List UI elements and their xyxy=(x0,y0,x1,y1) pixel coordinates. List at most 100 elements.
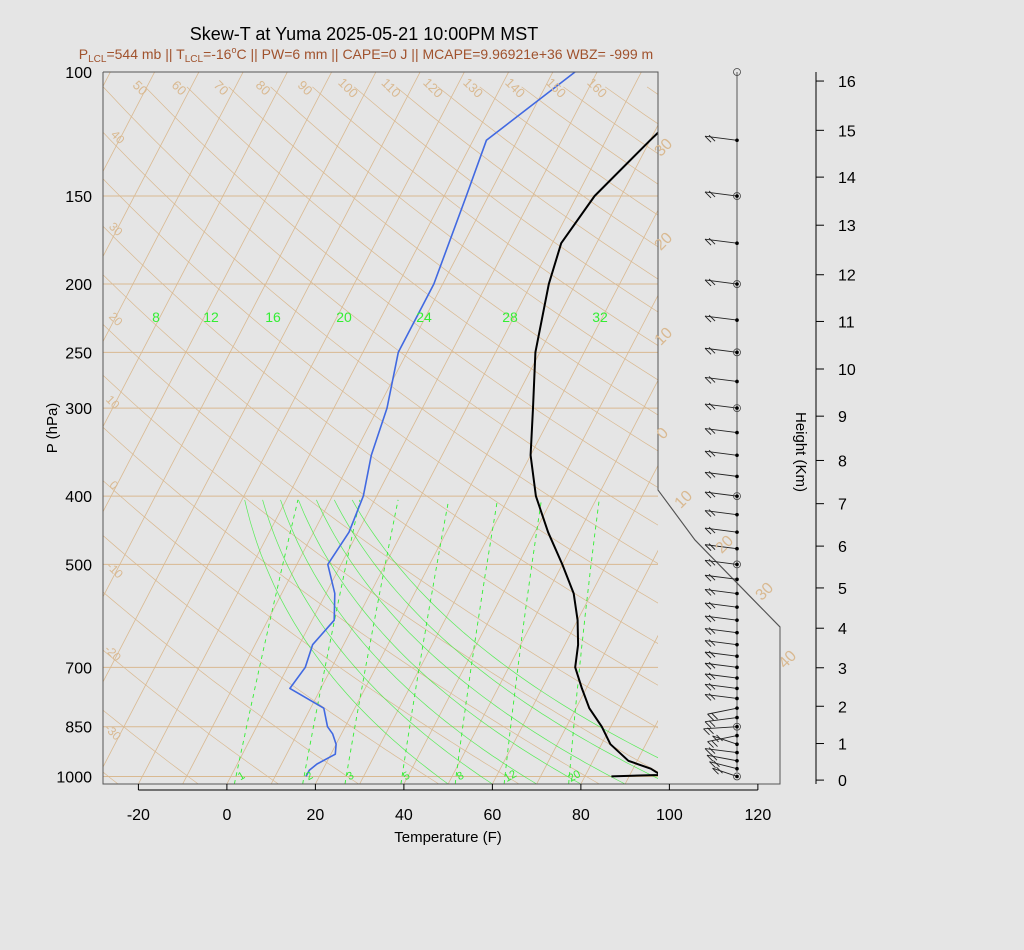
wind-barb-flag xyxy=(716,734,723,742)
wind-barb-flag xyxy=(708,470,716,478)
x-tick-label: 40 xyxy=(395,807,413,824)
isotherm-label: 30 xyxy=(106,219,126,239)
wind-barb xyxy=(704,662,738,668)
isotherm-label: 40 xyxy=(776,647,801,672)
wind-level-dot xyxy=(735,696,739,701)
height-tick-label: 6 xyxy=(838,539,847,556)
wind-barb-flag xyxy=(704,403,712,411)
isotherm-line xyxy=(315,124,658,784)
mixing-ratio-label: 20 xyxy=(336,309,352,325)
isotherm-line xyxy=(270,72,642,784)
wind-barb xyxy=(704,315,738,321)
wind-barb-flag xyxy=(704,640,712,647)
wind-barb-flag xyxy=(704,574,712,582)
plot-frame-right xyxy=(657,72,781,784)
wind-barb xyxy=(704,376,738,382)
wind-barb-flag xyxy=(713,760,720,768)
isotherm-label: 10 xyxy=(652,324,677,349)
mandatory-level-circle xyxy=(733,404,741,413)
wind-barb xyxy=(704,673,738,679)
wind-barb xyxy=(704,527,738,533)
isotherm-line xyxy=(403,294,658,784)
mandatory-level-circle xyxy=(733,560,741,569)
wind-barb-flag xyxy=(708,509,716,516)
wind-barb-flag xyxy=(711,712,718,720)
isotherm-line xyxy=(103,72,288,428)
wind-barb xyxy=(704,347,738,353)
wind-barb-flag xyxy=(708,639,716,646)
mixing-ratio-label: 16 xyxy=(265,309,281,325)
isotherm-line xyxy=(182,72,554,784)
wind-barb-flag xyxy=(704,651,712,659)
wind-barb xyxy=(704,191,738,197)
wind-barb-flag xyxy=(709,761,716,769)
isotherm-label: 110 xyxy=(379,75,404,100)
dry-adiabat-line xyxy=(103,535,439,784)
isotherm-label: 130 xyxy=(460,75,486,101)
mixing-ratio-label: 5 xyxy=(401,770,412,783)
height-tick-label: 13 xyxy=(838,218,856,235)
x-tick-label: 60 xyxy=(483,807,501,824)
wind-barb xyxy=(704,471,738,477)
wind-barb-flag xyxy=(704,628,712,635)
wind-level-dot xyxy=(735,724,739,729)
mixing-ratio-label: 2 xyxy=(304,770,315,783)
wind-level-dot xyxy=(735,512,739,517)
subtitle-rest: C || PW=6 mm || CAPE=0 J || MCAPE=9.9692… xyxy=(237,46,654,62)
dry-adiabat-line xyxy=(103,591,359,784)
wind-barb xyxy=(709,761,738,770)
mixing-ratio-line xyxy=(344,499,399,784)
isotherm-label: 30 xyxy=(652,135,677,160)
dry-adiabat-line xyxy=(103,178,658,604)
dry-adiabat-line xyxy=(103,374,658,773)
wind-barb xyxy=(704,651,738,657)
wind-barb xyxy=(712,767,738,777)
pressure-tick-label: 200 xyxy=(65,277,92,294)
wind-barb-flag xyxy=(704,602,712,610)
isotherm-line xyxy=(536,549,658,784)
isotherm-label: 40 xyxy=(108,127,128,147)
isotherm-line xyxy=(802,72,1024,784)
dry-adiabat-line xyxy=(0,87,38,784)
wind-barb xyxy=(704,491,738,497)
isotherm-line xyxy=(103,72,244,343)
wind-barb-flag xyxy=(708,526,716,534)
wind-barb-flag xyxy=(704,662,712,670)
wind-barb-flag xyxy=(708,720,716,727)
wind-barb-flag xyxy=(706,754,714,762)
isotherm-line xyxy=(103,72,333,513)
dry-adiabat-line xyxy=(103,131,658,564)
wind-barb xyxy=(704,559,738,565)
wind-barb-flag xyxy=(708,427,716,434)
wind-level-dot xyxy=(735,686,739,691)
wind-level-dot xyxy=(735,282,739,286)
wind-barb-flag xyxy=(704,428,712,435)
wind-level-dot xyxy=(735,241,739,246)
wind-barb-layer xyxy=(703,68,741,781)
wind-barb-flag xyxy=(712,767,719,775)
wind-barb-flag xyxy=(710,753,718,761)
isotherm-line xyxy=(103,72,421,683)
wind-barb-flag xyxy=(708,490,716,498)
mixing-ratio-line xyxy=(233,499,299,784)
wind-level-dot xyxy=(735,194,739,198)
wind-level-dot xyxy=(735,758,739,763)
pressure-tick-label: 250 xyxy=(65,345,92,362)
isotherm-line xyxy=(846,72,1024,784)
dry-adiabat-line xyxy=(731,87,1024,784)
wind-barb-flag xyxy=(704,315,712,323)
mixing-ratio-label: 3 xyxy=(345,770,356,783)
mandatory-level-circle xyxy=(733,280,741,288)
wind-barb-flag xyxy=(704,347,712,355)
dry-adiabat-line xyxy=(144,86,658,488)
wind-barb xyxy=(704,279,738,285)
isotherm-line xyxy=(226,72,598,784)
mixing-ratio-label: 32 xyxy=(592,309,608,325)
moist-adiabat-line xyxy=(351,499,658,759)
wind-barb-flag xyxy=(704,748,712,755)
wind-barb-flag xyxy=(704,279,712,287)
mixing-ratio-label: 28 xyxy=(502,309,518,325)
wind-barb-flag xyxy=(704,491,712,499)
wind-barb xyxy=(704,589,738,594)
wind-barb-flag xyxy=(708,693,716,700)
